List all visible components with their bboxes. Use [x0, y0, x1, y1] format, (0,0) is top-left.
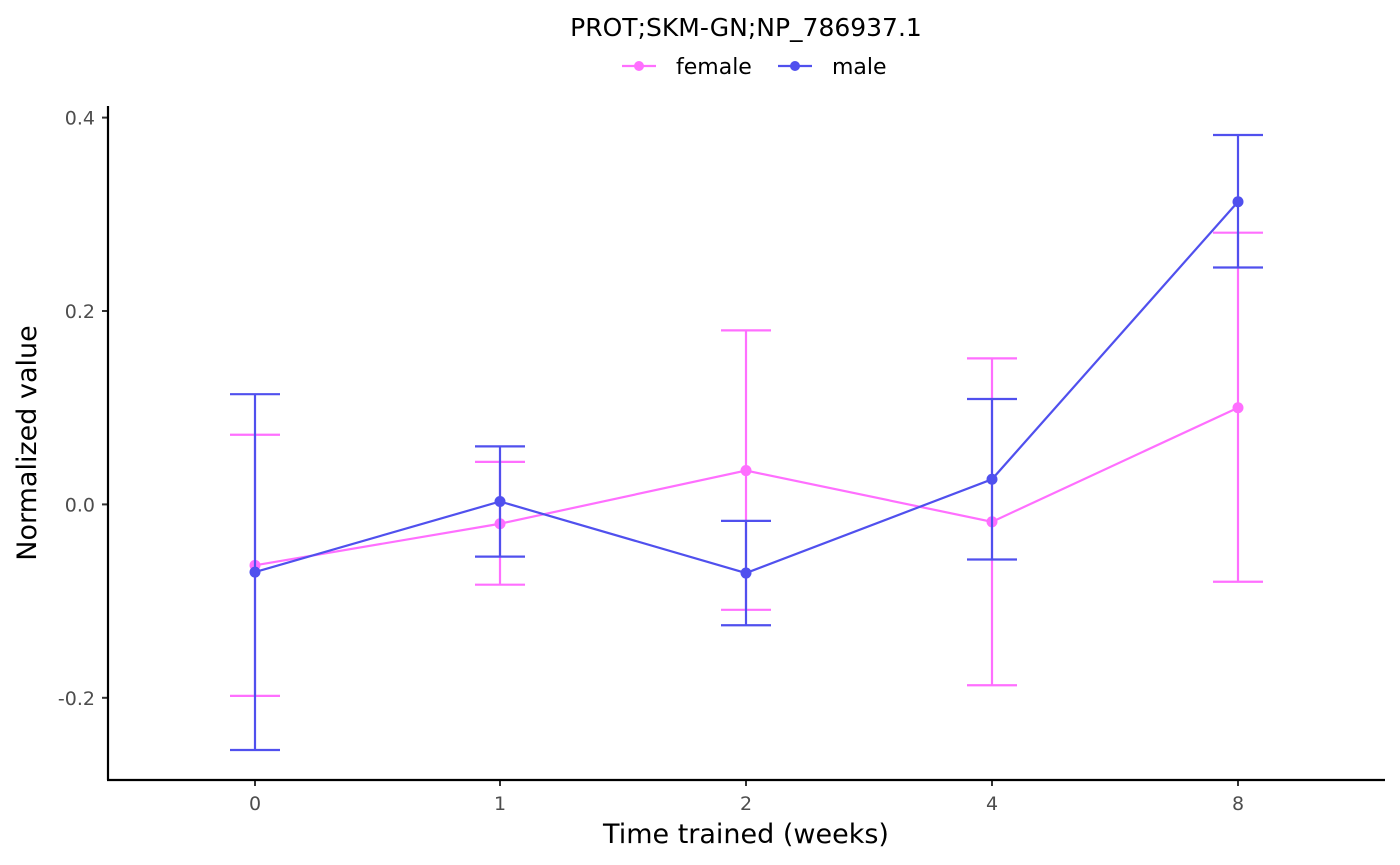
data-point-male — [1232, 196, 1244, 208]
y-tick-label: -0.2 — [58, 688, 95, 710]
y-axis-ticks: 0.4 0.2 0.0 -0.2 — [58, 108, 108, 710]
x-tick-label: 1 — [494, 793, 506, 815]
y-axis-title: Normalized value — [12, 325, 43, 560]
y-tick-label: 0.2 — [65, 301, 95, 323]
chart-title: PROT;SKM-GN;NP_786937.1 — [570, 13, 922, 42]
data-point-female — [740, 465, 752, 477]
data-point-male — [249, 566, 261, 578]
x-axis-ticks: 0 1 2 4 8 — [249, 780, 1244, 815]
legend-swatch-female-dot — [634, 61, 644, 71]
legend-item-male: male — [778, 55, 887, 80]
x-tick-label: 4 — [986, 793, 998, 815]
data-point-male — [986, 473, 998, 485]
series-male — [230, 133, 1263, 752]
y-tick-label: 0.0 — [65, 494, 95, 516]
x-tick-label: 8 — [1232, 793, 1244, 815]
data-point-male — [494, 496, 506, 508]
series-female — [230, 231, 1263, 697]
x-tick-label: 2 — [740, 793, 752, 815]
legend-label-female: female — [676, 55, 752, 80]
data-point-male — [740, 567, 752, 579]
x-axis-title: Time trained (weeks) — [602, 819, 889, 850]
legend-swatch-male-dot — [790, 61, 800, 71]
data-point-female — [1232, 402, 1244, 414]
y-tick-label: 0.4 — [65, 108, 95, 130]
legend: female male — [622, 55, 887, 80]
x-tick-label: 0 — [249, 793, 261, 815]
plot-area — [230, 133, 1263, 752]
legend-label-male: male — [832, 55, 887, 80]
legend-item-female: female — [622, 55, 752, 80]
